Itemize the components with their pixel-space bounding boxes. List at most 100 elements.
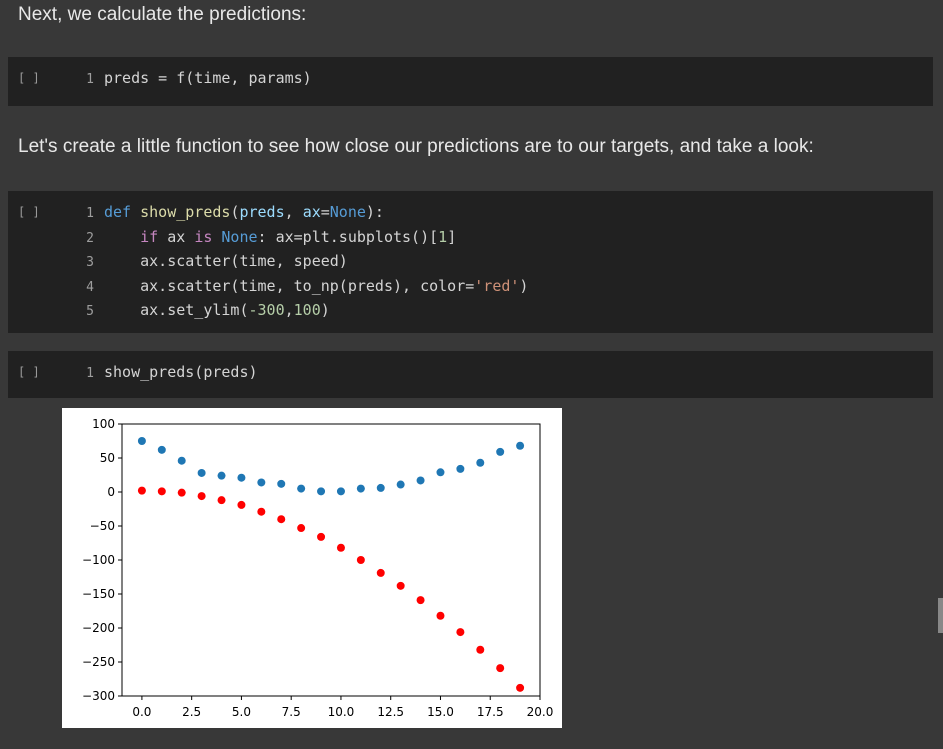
code-token: ) (320, 301, 330, 320)
code-token: , (284, 203, 303, 221)
run-cell-button[interactable]: [ ] (18, 71, 40, 85)
data-point (237, 500, 246, 509)
data-point (217, 471, 226, 480)
code-token: -300 (248, 301, 285, 320)
y-tick-label: 100 (92, 417, 115, 431)
data-point (177, 456, 186, 465)
data-point (317, 532, 326, 541)
code-cell-show-preds-def[interactable]: [ ] 1 def show_preds(preds, ax=None): 2 i… (8, 191, 933, 333)
code-token: ax (158, 227, 195, 246)
data-point (197, 468, 206, 477)
y-tick-label: −300 (82, 689, 115, 703)
data-point (396, 480, 405, 489)
markdown-text-predictions: Next, we calculate the predictions: (18, 4, 307, 25)
data-point (297, 484, 306, 493)
code-token: None (329, 203, 366, 221)
data-point (277, 515, 286, 524)
scrollbar-thumb[interactable] (938, 598, 943, 633)
data-point (496, 447, 505, 456)
x-tick-label: 17.5 (477, 705, 504, 719)
data-point (436, 468, 445, 477)
code-editor[interactable]: 1 def show_preds(preds, ax=None): 2 if ax… (78, 201, 528, 324)
code-editor[interactable]: 1 preds = f(time, params) (78, 67, 312, 92)
code-token: 1 (438, 227, 448, 246)
code-token: preds (239, 203, 285, 221)
x-tick-label: 10.0 (328, 705, 355, 719)
y-tick-label: 0 (107, 485, 115, 499)
code-token: is (194, 227, 213, 246)
data-point (137, 486, 146, 495)
data-point (356, 484, 365, 493)
data-point (317, 487, 326, 496)
data-point (297, 524, 306, 533)
data-point (456, 628, 465, 637)
code-token: : ax=plt.subplots()[ (257, 227, 439, 246)
data-point (177, 488, 186, 497)
data-point (137, 437, 146, 445)
code-editor[interactable]: 1 show_preds(preds) (78, 361, 258, 386)
line-number: 5 (86, 304, 94, 320)
code-token: = (320, 203, 330, 221)
line-number: 2 (86, 230, 94, 246)
data-point (257, 478, 266, 487)
run-cell-button[interactable]: [ ] (18, 205, 40, 219)
line-number: 1 (86, 206, 94, 221)
y-tick-label: −200 (82, 621, 115, 635)
code-token: ax (302, 203, 321, 221)
code-cell-preds[interactable]: [ ] 1 preds = f(time, params) (8, 57, 933, 106)
line-number: 1 (86, 366, 94, 381)
y-tick-label: −150 (82, 587, 115, 601)
data-point (416, 596, 425, 605)
code-token: , (284, 301, 294, 320)
x-tick-label: 12.5 (377, 705, 404, 719)
code-line: show_preds(preds) (104, 363, 258, 381)
data-point (516, 683, 525, 692)
data-point (476, 458, 485, 467)
data-point (277, 479, 286, 488)
code-token: show_preds (140, 203, 231, 221)
data-point (217, 496, 226, 505)
x-tick-label: 20.0 (527, 705, 554, 719)
data-point (496, 664, 505, 673)
data-point (157, 487, 166, 496)
code-token: ] (447, 227, 457, 246)
data-point (396, 581, 405, 590)
code-token: ax.scatter(time, to_np(preds), color= (140, 276, 475, 295)
data-point (376, 568, 385, 577)
data-point (456, 464, 465, 473)
data-point (197, 492, 206, 501)
line-number: 1 (86, 72, 94, 87)
data-point (157, 445, 166, 454)
x-tick-label: 5.0 (232, 705, 251, 719)
x-tick-label: 7.5 (282, 705, 301, 719)
code-token: 'red' (474, 276, 520, 295)
line-number: 3 (86, 255, 94, 271)
data-point (376, 483, 385, 492)
code-token: if (140, 227, 159, 246)
data-point (336, 487, 345, 496)
data-point (336, 543, 345, 552)
data-point (476, 645, 485, 654)
code-token: ( (230, 203, 240, 221)
data-point (436, 611, 445, 620)
code-cell-show-preds-call[interactable]: [ ] 1 show_preds(preds) (8, 351, 933, 398)
data-point (516, 441, 525, 450)
code-token: ) (519, 276, 529, 295)
run-cell-button[interactable]: [ ] (18, 365, 40, 379)
code-token: None (221, 227, 258, 246)
code-token: ax.scatter(time, speed) (140, 252, 348, 271)
code-line: preds = f(time, params) (104, 69, 312, 87)
code-token: 100 (293, 301, 321, 320)
line-number: 4 (86, 279, 94, 295)
code-token: ax.set_ylim( (140, 301, 249, 320)
markdown-text-function: Let's create a little function to see ho… (18, 136, 814, 157)
x-tick-label: 2.5 (182, 705, 201, 719)
y-tick-label: 50 (100, 451, 115, 465)
y-tick-label: −50 (90, 519, 115, 533)
scatter-chart: 100 50 0 −50 −100 −150 −200 −250 −300 0.0 2.5 5.0 7.… (82, 417, 554, 719)
data-point (416, 476, 425, 485)
y-tick-label: −250 (82, 655, 115, 669)
y-tick-label: −100 (82, 553, 115, 567)
x-tick-label: 0.0 (132, 705, 151, 719)
x-tick-label: 15.0 (427, 705, 454, 719)
